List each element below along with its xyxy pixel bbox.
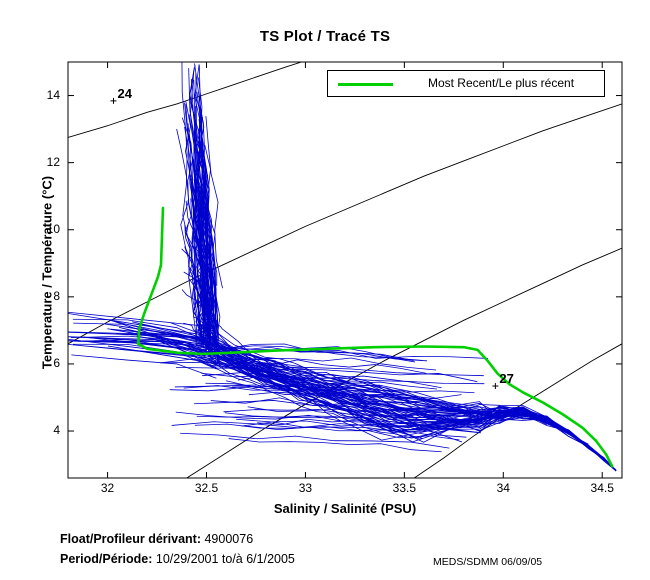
- y-tick-label: 12: [46, 154, 60, 169]
- most-recent-profile-line: [136, 206, 614, 468]
- page-title: TS Plot / Tracé TS: [259, 28, 391, 45]
- legend-swatch-most-recent: [338, 83, 393, 86]
- y-tick-label: 6: [53, 355, 60, 370]
- legend-label-most-recent: Most Recent/Le plus récent: [427, 76, 575, 90]
- x-tick-label: 32.5: [194, 481, 219, 495]
- float-id-row: Float/Profileur dérivant: 4900076: [60, 532, 253, 546]
- period-value: 10/29/2001 to/à 6/1/2005: [155, 552, 295, 566]
- period-label: Period/Période:: [60, 552, 153, 566]
- x-tick-label: 34.5: [590, 481, 614, 495]
- x-tick-label: 33.5: [392, 481, 417, 495]
- y-tick-label: 14: [46, 87, 60, 102]
- density-contour-label: 27: [499, 371, 514, 387]
- period-row: Period/Période: 10/29/2001 to/à 6/1/2005: [60, 552, 295, 566]
- y-tick-label: 4: [53, 423, 60, 438]
- y-tick-label: 10: [46, 221, 60, 236]
- y-tick-label: 8: [53, 288, 60, 303]
- density-contour-group: [68, 62, 622, 478]
- density-contour-label: 24: [117, 85, 132, 101]
- x-axis-label: Salinity / Salinité (PSU): [273, 501, 417, 516]
- legend: Most Recent/Le plus récent: [327, 70, 605, 97]
- float-id-value: 4900076: [204, 532, 254, 546]
- axes-frame: [67, 61, 623, 479]
- x-tick-label: 34: [496, 481, 510, 495]
- credit-text: MEDS/SDMM 06/09/05: [433, 556, 543, 568]
- x-tick-label: 33: [298, 481, 313, 495]
- float-id-label: Float/Profileur dérivant:: [60, 532, 201, 546]
- x-tick-label: 32: [100, 481, 115, 495]
- historical-profiles-group: [68, 62, 617, 472]
